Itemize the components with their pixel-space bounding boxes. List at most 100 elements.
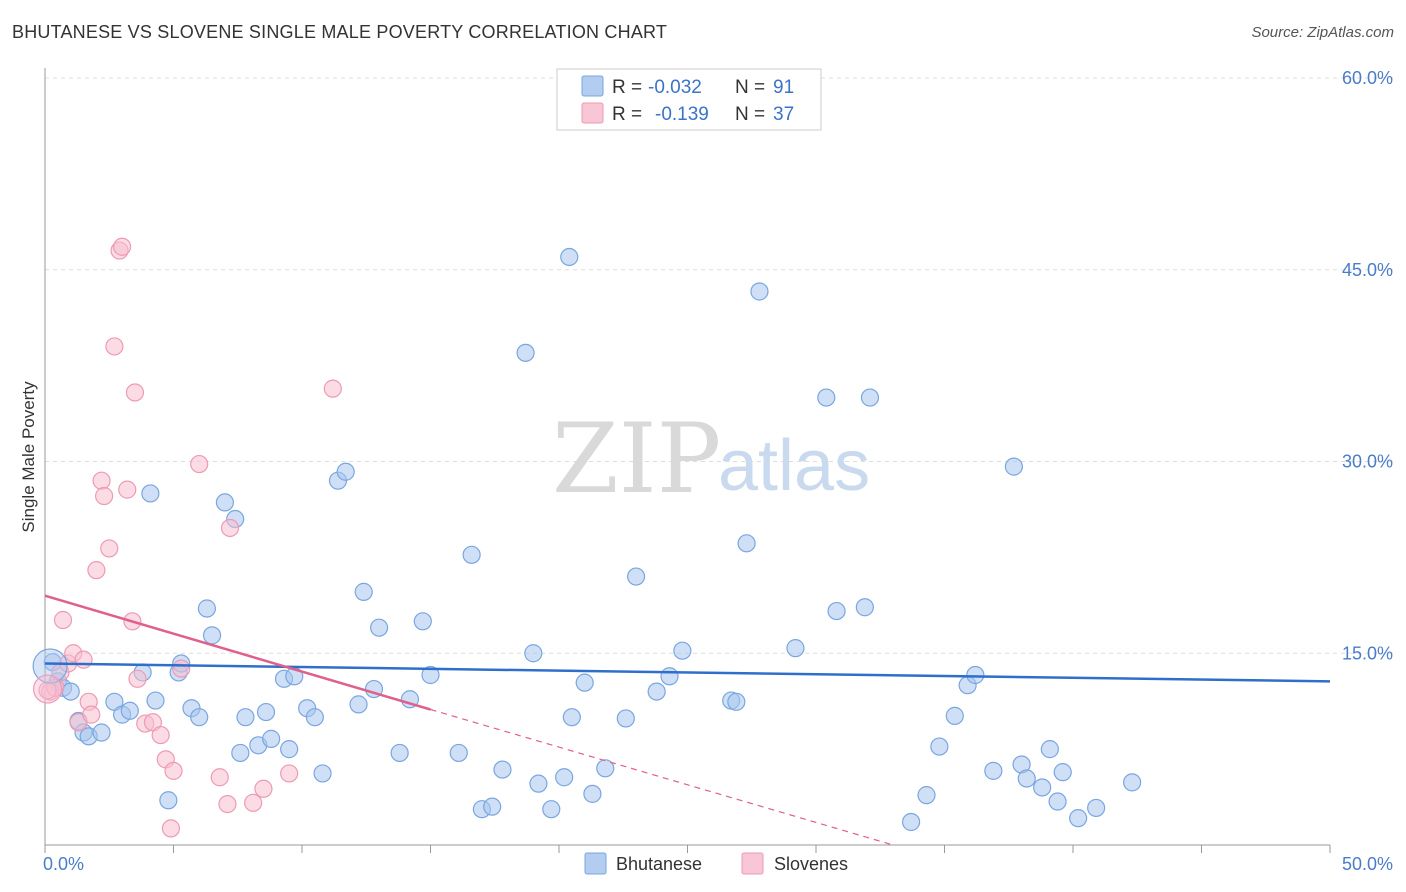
bhutanese-point (1123, 773, 1142, 792)
slovenes-point (164, 761, 183, 780)
bhutanese-point (827, 601, 846, 621)
bhutanese-point (966, 665, 985, 685)
legend-r-label-1: R = (612, 77, 642, 98)
bhutanese-point (750, 282, 769, 301)
bhutanese-point (817, 388, 836, 407)
bhutanese-point (930, 737, 949, 756)
slovenes-point (74, 650, 93, 669)
slovenes-point (125, 383, 145, 402)
slovenes-point (82, 705, 101, 724)
slovenes-point (254, 779, 273, 798)
legend-swatch-bhutanese (581, 75, 604, 97)
bhutanese-point (493, 760, 512, 779)
bhutanese-point (1004, 457, 1023, 476)
slovenes-point (92, 471, 111, 490)
slovenes-point (100, 539, 119, 558)
legend: R = -0.032 N = 91 R = -0.139 N = 37 (556, 68, 822, 131)
bhutanese-trend-line (44, 662, 1331, 683)
slovenes-point (105, 337, 124, 356)
slovenes-point (38, 681, 57, 700)
bhutanese-point (516, 343, 535, 362)
bhutanese-point (673, 641, 692, 660)
slovenes-point (87, 561, 106, 580)
bhutanese-point (336, 462, 355, 481)
bhutanese-point (349, 695, 368, 714)
bhutanese-point (313, 764, 332, 783)
bhutanese-point (647, 682, 666, 701)
bottom-legend: Bhutanese Slovenes (584, 852, 848, 875)
bhutanese-point (529, 774, 548, 793)
x-tick-label-min: 0.0% (43, 854, 84, 874)
bhutanese-point (146, 691, 165, 710)
watermark-atlas: atlas (718, 426, 870, 506)
slovenes-point (161, 819, 181, 838)
y-tick-label: 60.0% (1342, 68, 1393, 88)
bhutanese-point (626, 567, 646, 586)
y-tick-label: 15.0% (1342, 643, 1393, 663)
bhutanese-point (575, 673, 594, 692)
bhutanese-point (984, 761, 1003, 780)
y-tick-labels: 15.0% 30.0% 45.0% 60.0% (1342, 68, 1393, 663)
slovenes-point (95, 486, 114, 506)
bhutanese-point (449, 743, 468, 763)
bhutanese-point (215, 493, 234, 512)
bhutanese-point (560, 247, 579, 267)
y-axis-title: Single Male Poverty (19, 381, 38, 533)
bhutanese-point (32, 648, 68, 684)
bhutanese-point (1069, 809, 1088, 828)
chart-title: BHUTANESE VS SLOVENE SINGLE MALE POVERTY… (12, 22, 668, 42)
bhutanese-point (660, 667, 679, 686)
bhutanese-point (945, 706, 964, 725)
bottom-legend-label-bhutanese: Bhutanese (616, 854, 702, 874)
bhutanese-point (1053, 763, 1072, 782)
slovenes-point (280, 764, 299, 783)
bhutanese-point (370, 618, 389, 637)
bhutanese-point (1033, 778, 1052, 797)
bhutanese-point (421, 665, 440, 685)
slovenes-point (210, 768, 229, 787)
watermark-zip: ZIP (552, 403, 721, 515)
legend-n-value-1: 91 (773, 77, 794, 98)
bhutanese-point (483, 797, 502, 816)
legend-n-label-1: N = (735, 77, 765, 98)
bottom-legend-swatch-bhutanese (584, 852, 607, 875)
slovenes-point (32, 674, 63, 704)
bhutanese-point (555, 768, 574, 787)
bhutanese-point (280, 740, 299, 759)
bhutanese-point (917, 786, 936, 805)
legend-n-value-2: 37 (773, 104, 794, 125)
bhutanese-point (462, 545, 481, 564)
scatter-points (32, 107, 1142, 838)
bhutanese-point (390, 743, 409, 763)
slovenes-point (323, 379, 342, 398)
slovenes-point (128, 669, 147, 688)
bottom-legend-swatch-slovenes (741, 852, 764, 875)
slovenes-point (118, 480, 137, 499)
slovenes-point (190, 454, 209, 474)
bottom-legend-label-slovenes: Slovenes (774, 854, 848, 874)
slovenes-point (151, 725, 170, 745)
bhutanese-point (1040, 740, 1059, 759)
bhutanese-point (256, 702, 276, 722)
bhutanese-point (197, 599, 217, 618)
grid-lines (45, 77, 1395, 654)
bhutanese-point (413, 612, 432, 631)
bhutanese-point (737, 534, 756, 553)
legend-r-value-2: -0.139 (655, 104, 709, 125)
bhutanese-point (202, 626, 222, 645)
bhutanese-point (120, 701, 139, 720)
y-tick-label: 30.0% (1342, 452, 1393, 472)
bhutanese-point (596, 759, 615, 778)
bhutanese-point (262, 729, 281, 748)
bhutanese-point (141, 484, 160, 503)
bhutanese-point (901, 812, 921, 832)
slovenes-point (53, 610, 73, 630)
slovenes-trend-extension (430, 708, 894, 846)
x-ticks (44, 845, 1331, 853)
bhutanese-point (190, 708, 209, 727)
legend-n-label-2: N = (735, 104, 765, 125)
bhutanese-point (855, 598, 874, 617)
bhutanese-point (1087, 798, 1106, 818)
bhutanese-point (305, 708, 324, 727)
